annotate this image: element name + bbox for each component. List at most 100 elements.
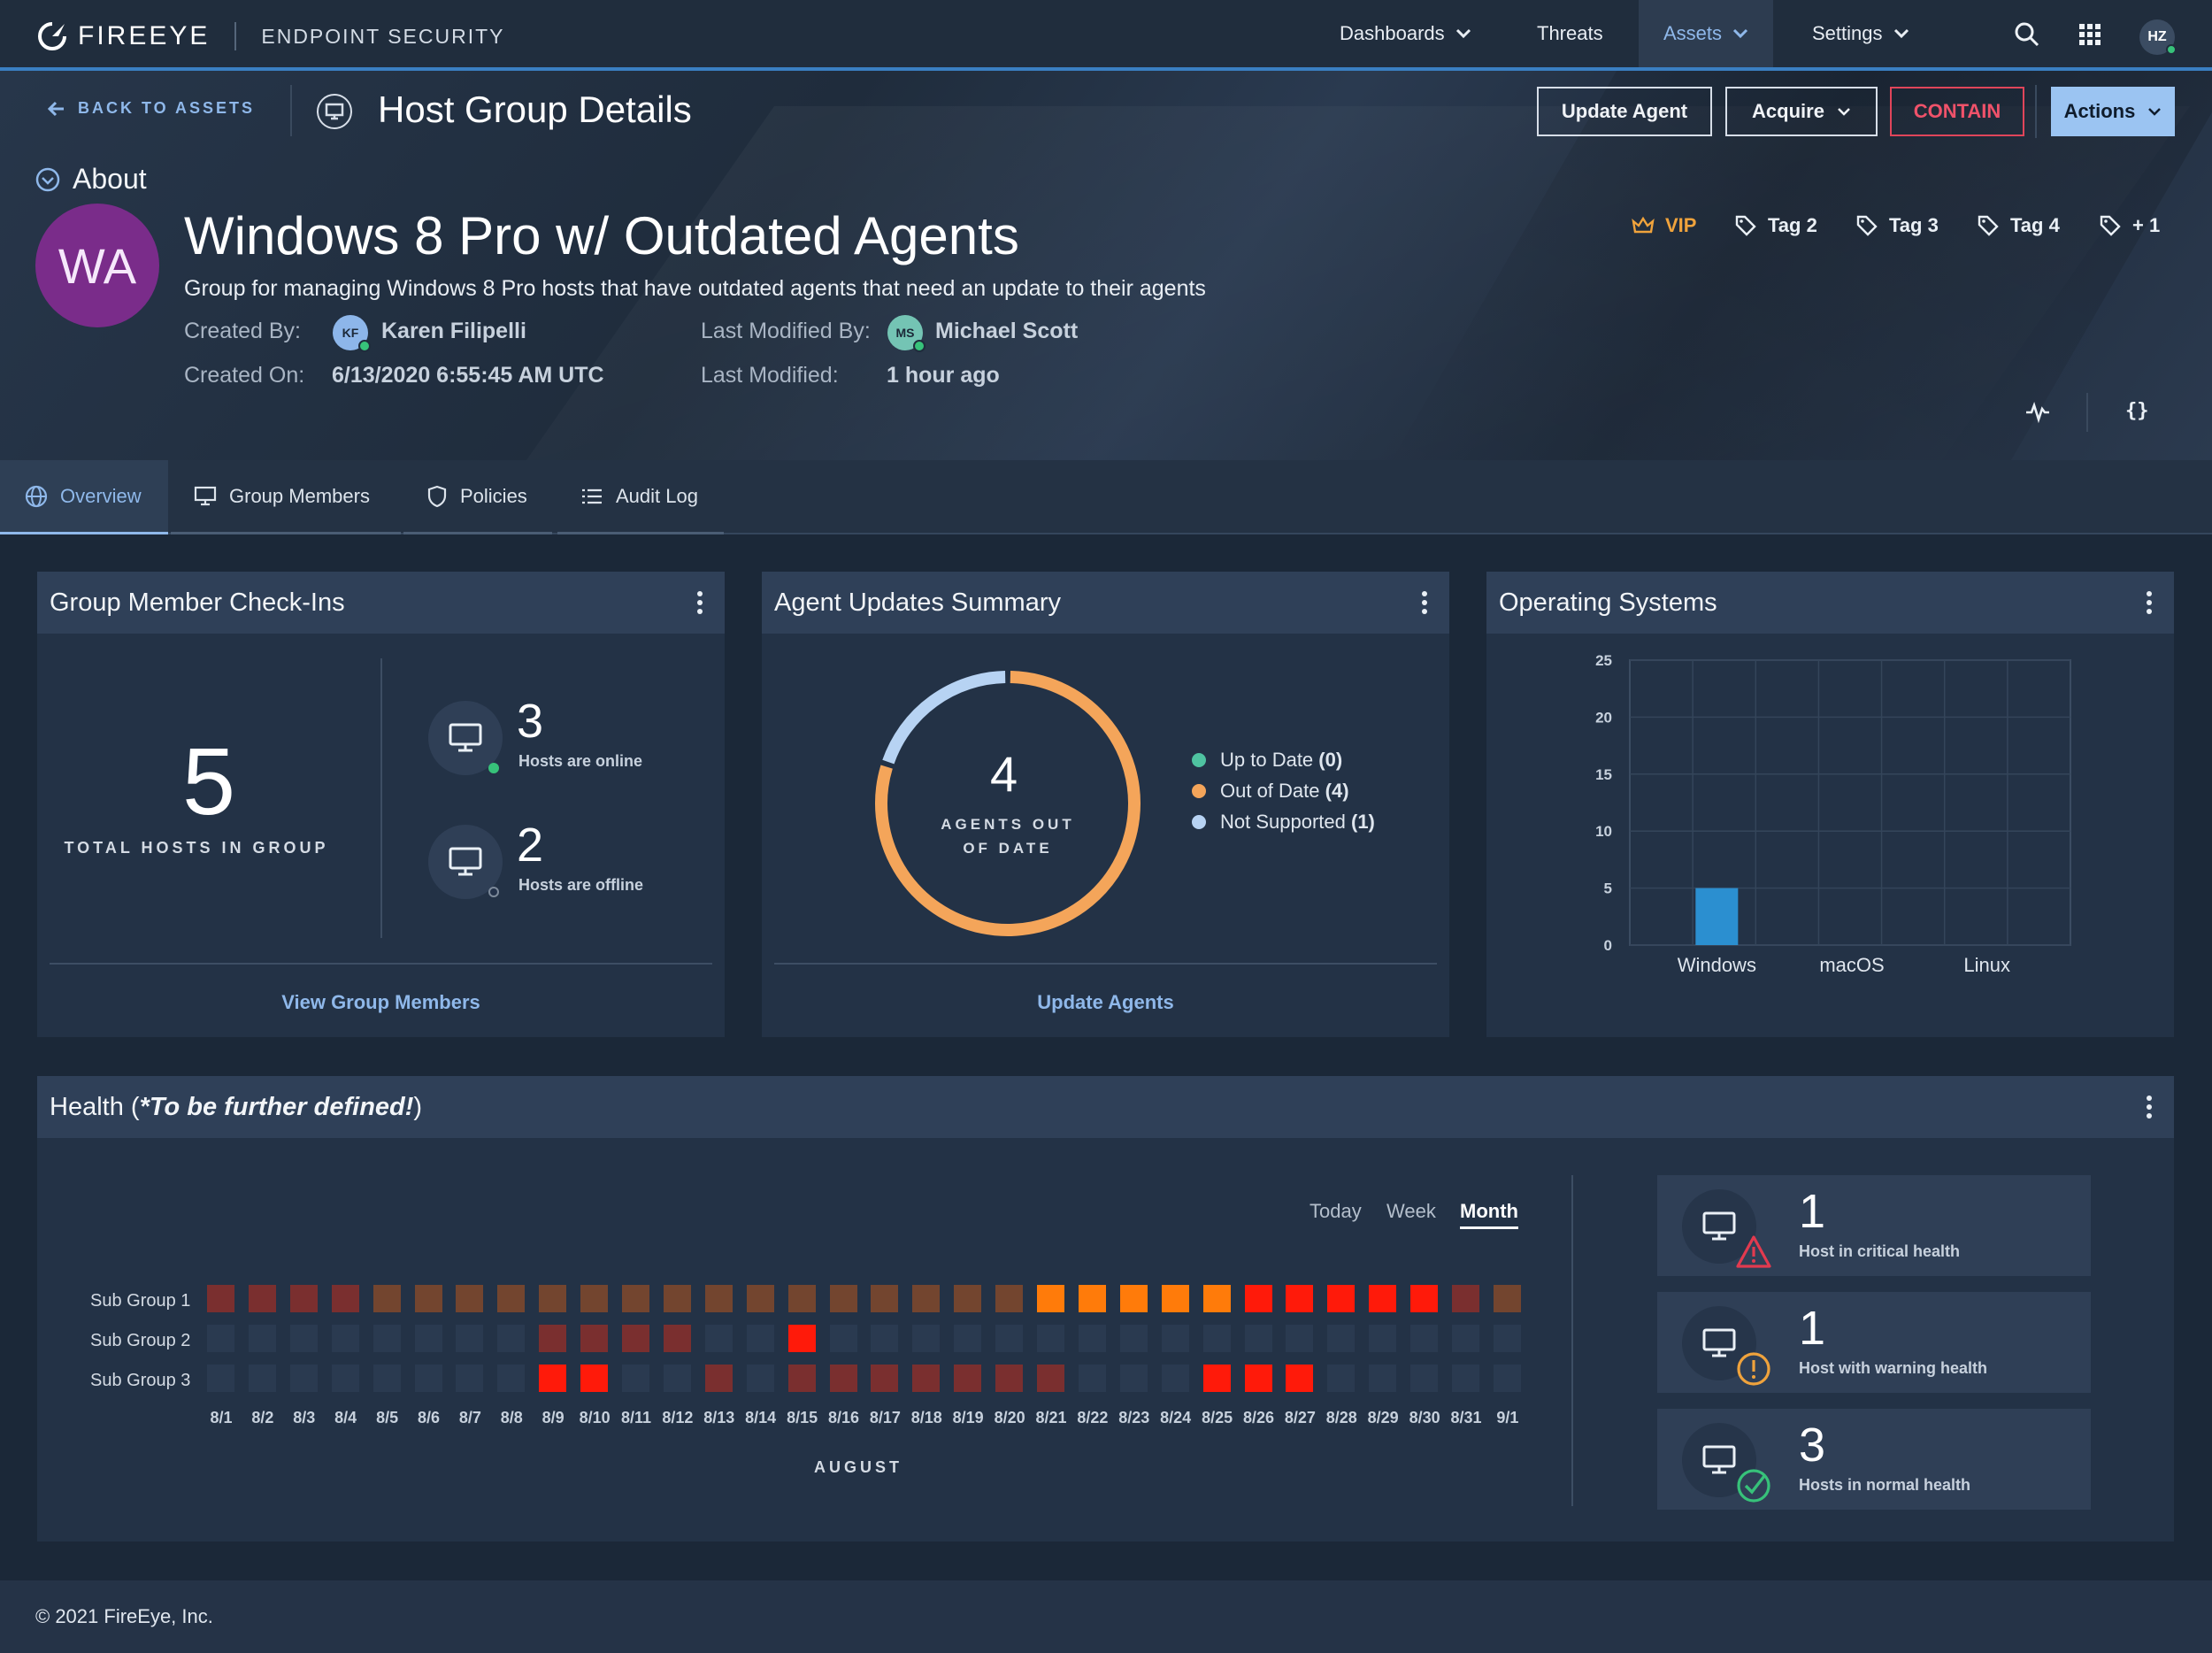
heatmap-cell[interactable] bbox=[1078, 1325, 1106, 1352]
nav-settings[interactable]: Settings bbox=[1787, 0, 1934, 67]
heatmap-cell[interactable] bbox=[787, 1285, 816, 1312]
heatmap-cell[interactable] bbox=[207, 1365, 234, 1392]
heatmap-cell[interactable] bbox=[1037, 1325, 1064, 1352]
heatmap-cell[interactable] bbox=[1119, 1325, 1148, 1352]
heatmap-cell[interactable] bbox=[746, 1365, 774, 1392]
heatmap-cell[interactable] bbox=[1078, 1285, 1106, 1312]
heatmap-cell[interactable] bbox=[954, 1285, 982, 1312]
nav-assets[interactable]: Assets bbox=[1639, 0, 1774, 67]
heatmap-cell[interactable] bbox=[331, 1285, 359, 1312]
heatmap-cell[interactable] bbox=[912, 1325, 941, 1352]
heatmap-cell[interactable] bbox=[787, 1325, 816, 1352]
heatmap-cell[interactable] bbox=[1327, 1365, 1356, 1392]
heatmap-cell[interactable] bbox=[871, 1365, 899, 1392]
heatmap-cell[interactable] bbox=[1202, 1325, 1231, 1352]
heatmap-cell[interactable] bbox=[746, 1285, 774, 1312]
heatmap-cell[interactable] bbox=[622, 1365, 649, 1392]
heatmap-cell[interactable] bbox=[373, 1325, 401, 1352]
heatmap-cell[interactable] bbox=[331, 1325, 359, 1352]
heatmap-cell[interactable] bbox=[829, 1325, 857, 1352]
heatmap-cell[interactable] bbox=[331, 1365, 359, 1392]
heatmap-cell[interactable] bbox=[414, 1365, 442, 1392]
heatmap-cell[interactable] bbox=[1493, 1325, 1521, 1352]
acquire-button[interactable]: Acquire bbox=[1725, 87, 1878, 136]
tag-vip[interactable]: VIP bbox=[1632, 214, 1696, 237]
modified-by-value[interactable]: Michael Scott bbox=[935, 319, 1079, 343]
actions-button[interactable]: Actions bbox=[2051, 87, 2175, 136]
heatmap-cell[interactable] bbox=[954, 1325, 982, 1352]
range-week[interactable]: Week bbox=[1386, 1200, 1436, 1222]
heatmap-cell[interactable] bbox=[1410, 1365, 1439, 1392]
heatmap-cell[interactable] bbox=[1202, 1285, 1231, 1312]
nav-dashboards[interactable]: Dashboards bbox=[1315, 0, 1496, 67]
heatmap-cell[interactable] bbox=[580, 1285, 609, 1312]
heatmap-cell[interactable] bbox=[580, 1325, 609, 1352]
heatmap-cell[interactable] bbox=[456, 1285, 484, 1312]
tab-audit-log[interactable]: Audit Log bbox=[557, 460, 724, 534]
heatmap-cell[interactable] bbox=[1119, 1285, 1148, 1312]
heatmap-cell[interactable] bbox=[787, 1365, 816, 1392]
heatmap-cell[interactable] bbox=[954, 1365, 982, 1392]
heatmap-cell[interactable] bbox=[1327, 1285, 1356, 1312]
critical-health-summary[interactable]: 1 Host in critical health bbox=[1657, 1175, 2091, 1276]
heatmap-cell[interactable] bbox=[1493, 1365, 1521, 1392]
contain-button[interactable]: CONTAIN bbox=[1890, 87, 2024, 136]
bar[interactable] bbox=[1695, 888, 1739, 945]
heatmap-cell[interactable] bbox=[289, 1365, 318, 1392]
heatmap-cell[interactable] bbox=[1078, 1365, 1106, 1392]
heatmap-cell[interactable] bbox=[289, 1325, 318, 1352]
tag-2[interactable]: Tag 2 bbox=[1734, 214, 1817, 237]
more-options-icon[interactable] bbox=[1421, 589, 1428, 616]
view-group-members-link[interactable]: View Group Members bbox=[281, 991, 480, 1013]
tab-group-members[interactable]: Group Members bbox=[171, 460, 401, 534]
heatmap-cell[interactable] bbox=[622, 1285, 649, 1312]
heatmap-cell[interactable] bbox=[248, 1285, 276, 1312]
more-options-icon[interactable] bbox=[2146, 1094, 2153, 1120]
heatmap-cell[interactable] bbox=[1119, 1365, 1148, 1392]
heatmap-cell[interactable] bbox=[995, 1365, 1024, 1392]
heatmap-cell[interactable] bbox=[1369, 1285, 1397, 1312]
heatmap-cell[interactable] bbox=[1244, 1325, 1272, 1352]
heatmap-cell[interactable] bbox=[207, 1325, 234, 1352]
heatmap-cell[interactable] bbox=[373, 1365, 401, 1392]
normal-health-summary[interactable]: 3 Hosts in normal health bbox=[1657, 1409, 2091, 1510]
heatmap-cell[interactable] bbox=[1452, 1285, 1479, 1312]
activity-pulse-icon[interactable] bbox=[2024, 398, 2051, 425]
user-avatar[interactable]: HZ bbox=[2139, 19, 2177, 55]
range-month[interactable]: Month bbox=[1460, 1200, 1518, 1229]
heatmap-cell[interactable] bbox=[289, 1285, 318, 1312]
nav-threats[interactable]: Threats bbox=[1512, 0, 1628, 67]
tab-policies[interactable]: Policies bbox=[403, 460, 552, 534]
json-braces-icon[interactable]: {} bbox=[2125, 400, 2149, 422]
heatmap-cell[interactable] bbox=[1286, 1285, 1314, 1312]
warning-health-summary[interactable]: 1 Host with warning health bbox=[1657, 1292, 2091, 1393]
heatmap-cell[interactable] bbox=[497, 1325, 526, 1352]
heatmap-cell[interactable] bbox=[1286, 1325, 1314, 1352]
heatmap-cell[interactable] bbox=[622, 1325, 649, 1352]
heatmap-cell[interactable] bbox=[995, 1285, 1024, 1312]
heatmap-cell[interactable] bbox=[871, 1285, 899, 1312]
heatmap-cell[interactable] bbox=[912, 1365, 941, 1392]
heatmap-cell[interactable] bbox=[248, 1325, 276, 1352]
heatmap-cell[interactable] bbox=[746, 1325, 774, 1352]
heatmap-cell[interactable] bbox=[580, 1365, 609, 1392]
tab-overview[interactable]: Overview bbox=[0, 460, 168, 534]
heatmap-cell[interactable] bbox=[704, 1325, 733, 1352]
heatmap-cell[interactable] bbox=[912, 1285, 941, 1312]
heatmap-cell[interactable] bbox=[1369, 1365, 1397, 1392]
legend-up-to-date[interactable]: Up to Date (0) bbox=[1192, 749, 1342, 772]
heatmap-cell[interactable] bbox=[1244, 1365, 1272, 1392]
heatmap-cell[interactable] bbox=[995, 1325, 1024, 1352]
heatmap-cell[interactable] bbox=[456, 1325, 484, 1352]
heatmap-cell[interactable] bbox=[456, 1365, 484, 1392]
heatmap-cell[interactable] bbox=[1286, 1365, 1314, 1392]
heatmap-cell[interactable] bbox=[1161, 1325, 1189, 1352]
more-options-icon[interactable] bbox=[2146, 589, 2153, 616]
heatmap-cell[interactable] bbox=[1037, 1365, 1064, 1392]
apps-grid-icon[interactable] bbox=[2077, 21, 2103, 48]
brand[interactable]: FIREEYE ENDPOINT SECURITY bbox=[37, 21, 504, 51]
heatmap-cell[interactable] bbox=[1161, 1365, 1189, 1392]
heatmap-cell[interactable] bbox=[539, 1325, 567, 1352]
heatmap-cell[interactable] bbox=[1244, 1285, 1272, 1312]
heatmap-cell[interactable] bbox=[1369, 1325, 1397, 1352]
